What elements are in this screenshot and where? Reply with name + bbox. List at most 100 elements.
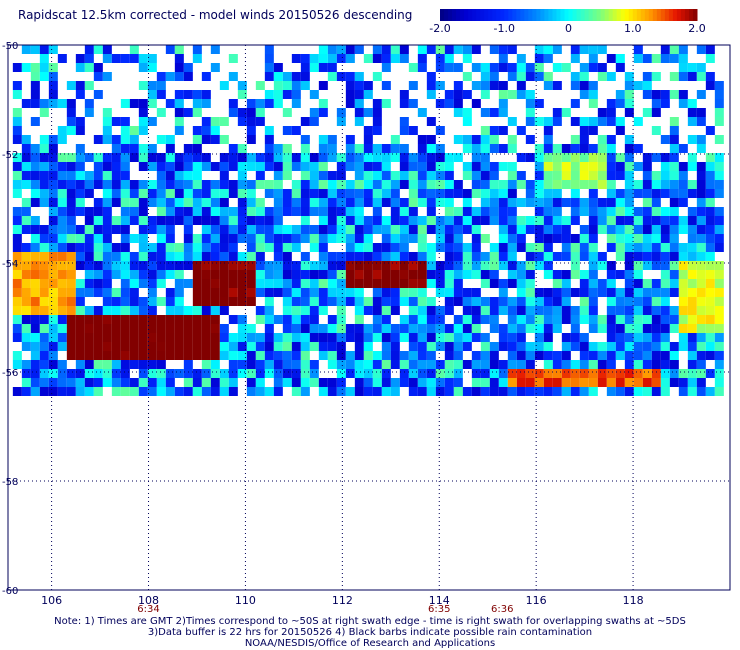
heatmap-cell [597,153,607,162]
heatmap-cell [165,216,175,225]
heatmap-cell [345,252,355,261]
heatmap-cell [120,252,130,261]
heatmap-cell [471,270,481,279]
heatmap-cell [615,171,625,180]
heatmap-cell [390,216,400,225]
heatmap-cell [534,225,544,234]
heatmap-cell [669,180,679,189]
heatmap-cell [75,315,85,324]
heatmap-cell [228,72,238,81]
heatmap-cell [696,207,706,216]
heatmap-cell [651,216,661,225]
heatmap-cell [147,162,157,171]
heatmap-cell [75,360,85,369]
heatmap-cell [669,135,679,144]
heatmap-cell [453,45,463,54]
heatmap-cell [687,252,697,261]
heatmap-cell [228,162,238,171]
heatmap-cell [93,306,103,315]
heatmap-cell [633,117,643,126]
heatmap-cell [156,252,166,261]
heatmap-cell [372,261,382,270]
heatmap-cell [273,360,283,369]
heatmap-cell [345,234,355,243]
heatmap-cell [147,342,157,351]
heatmap-cell [12,81,22,90]
heatmap-cell [246,162,256,171]
heatmap-cell [300,234,310,243]
heatmap-cell [48,288,58,297]
heatmap-cell [435,315,445,324]
heatmap-cell [282,315,292,324]
heatmap-cell [174,306,184,315]
colorbar-segment [540,9,545,21]
heatmap-cell [39,63,49,72]
heatmap-cell [615,270,625,279]
heatmap-cell [489,216,499,225]
heatmap-cell [624,90,634,99]
heatmap-cell [678,216,688,225]
heatmap-cell [453,324,463,333]
heatmap-cell [318,342,328,351]
heatmap-cell [588,252,598,261]
heatmap-cell [192,198,202,207]
heatmap-cell [669,225,679,234]
heatmap-cell [399,360,409,369]
heatmap-cell [84,54,94,63]
heatmap-cell [579,270,589,279]
colorbar-segment [652,9,658,21]
heatmap-cell [462,288,472,297]
heatmap-cell [84,99,94,108]
heatmap-cell [597,288,607,297]
heatmap-cell [552,162,562,171]
heatmap-cell [435,378,445,387]
heatmap-cell [255,387,265,396]
heatmap-cell [642,324,652,333]
heatmap-cell [264,54,274,63]
heatmap-cell [507,45,517,54]
heatmap-cell [57,162,67,171]
heatmap-cell [57,378,67,387]
heatmap-cell [75,252,85,261]
heatmap-cell [228,189,238,198]
heatmap-cell [669,306,679,315]
heatmap-cell [624,279,634,288]
heatmap-cell [363,162,373,171]
heatmap-cell [237,252,247,261]
heatmap-cell [381,81,391,90]
heatmap-cell [12,306,22,315]
heatmap-cell [102,225,112,234]
heatmap-cell [687,306,697,315]
heatmap-cell [282,225,292,234]
heatmap-cell [489,360,499,369]
heatmap-cell [327,342,337,351]
heatmap-cell [66,387,76,396]
heatmap-cell [273,225,283,234]
heatmap-cell [453,135,463,144]
heatmap-cell [651,126,661,135]
heatmap-cell [669,351,679,360]
heatmap-cell [660,171,670,180]
heatmap-cell [210,270,220,279]
heatmap-cell [381,315,391,324]
heatmap-cell [102,288,112,297]
heatmap-cell [579,351,589,360]
heatmap-cell [696,45,706,54]
heatmap-cell [363,351,373,360]
heatmap-cell [381,270,391,279]
heatmap-cell [660,252,670,261]
heatmap-cell [111,387,121,396]
heatmap-cell [444,369,454,378]
heatmap-cell [273,315,283,324]
heatmap-cell [255,162,265,171]
heatmap-cell [651,252,661,261]
heatmap-cell [12,180,22,189]
heatmap-cell [606,234,616,243]
heatmap-cell [444,54,454,63]
heatmap-cell [237,360,247,369]
heatmap-cell [147,333,157,342]
heatmap-cell [219,279,229,288]
heatmap-cell [66,261,76,270]
heatmap-cell [489,306,499,315]
heatmap-cell [705,306,715,315]
